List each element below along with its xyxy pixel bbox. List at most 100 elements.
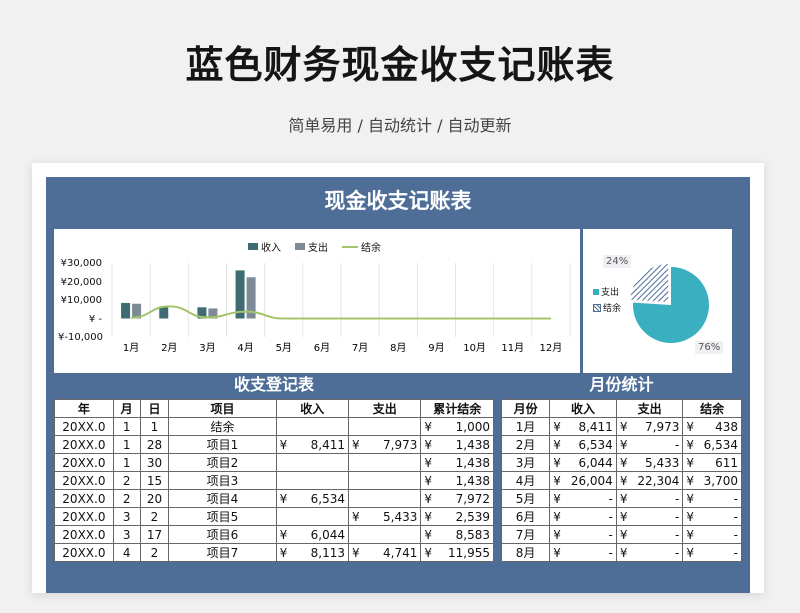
income-cell-value: 8,113 <box>310 545 345 560</box>
balance-cell-value: 2,539 <box>455 509 490 524</box>
ledger-header: 收支登记表 <box>233 375 314 394</box>
expense-cell-value: 4,741 <box>383 545 418 560</box>
year-cell: 20XX.0 <box>54 453 114 472</box>
table-row: 4月 ¥26,004 ¥22,304 ¥3,700 <box>500 471 742 490</box>
currency-symbol: ¥ <box>553 509 561 524</box>
expense-cell: ¥ - <box>615 525 684 544</box>
pie-legend-expense-label: 支出 <box>601 288 620 298</box>
income-bar <box>121 302 131 319</box>
table-row: 2月 ¥6,534 ¥ - ¥6,534 <box>500 435 742 454</box>
currency-symbol: ¥ <box>686 437 695 452</box>
currency-symbol: ¥ <box>279 437 288 452</box>
month-cell: 3 <box>112 525 141 544</box>
income-bar <box>159 306 169 319</box>
income-cell-value: - <box>608 509 613 524</box>
table-row: 20XX.0 3 17 项目6 ¥6,044 ¥8,583 <box>54 525 494 544</box>
day-cell: 2 <box>139 543 170 562</box>
month-cell: 8月 <box>500 543 551 562</box>
month-cell: 6月 <box>500 507 551 526</box>
income-cell: ¥26,004 <box>549 471 617 490</box>
currency-symbol: ¥ <box>619 437 628 452</box>
currency-symbol: ¥ <box>619 419 628 434</box>
currency-symbol: ¥ <box>553 455 561 470</box>
income-cell: ¥6,044 <box>275 525 350 544</box>
balance-cell: ¥7,972 <box>420 489 494 508</box>
day-cell: 1 <box>139 417 170 436</box>
income-cell: ¥ - <box>549 543 617 562</box>
expense-cell: ¥22,304 <box>615 471 684 490</box>
col-income: 收入 <box>275 399 350 418</box>
table-row: 20XX.0 2 15 项目3 ¥1,438 <box>54 471 494 490</box>
table-row: 20XX.0 2 20 项目4 ¥6,534 ¥7,972 <box>54 489 494 508</box>
monthly-header: 月份统计 <box>589 375 654 394</box>
expense-bar <box>132 303 142 319</box>
col-expense: 支出 <box>615 399 684 418</box>
income-cell-value: 26,004 <box>570 473 613 488</box>
balance-cell: ¥ - <box>682 507 742 526</box>
currency-symbol: ¥ <box>424 419 433 434</box>
expense-balance-pie: 24% 76% 支出 结余 <box>583 229 732 373</box>
income-cell: ¥8,411 <box>549 417 617 436</box>
x-tick-label: 4月 <box>237 342 253 354</box>
legend-balance-label: 结余 <box>361 243 381 254</box>
item-cell: 项目3 <box>168 471 277 490</box>
income-cell: ¥ - <box>549 489 617 508</box>
col-day: 日 <box>139 399 170 418</box>
year-cell: 20XX.0 <box>54 525 114 544</box>
currency-symbol: ¥ <box>424 545 433 560</box>
year-cell: 20XX.0 <box>54 417 114 436</box>
month-cell: 1月 <box>500 417 551 436</box>
income-cell <box>275 453 350 472</box>
item-cell: 项目4 <box>168 489 277 508</box>
expense-cell-value: - <box>675 491 680 506</box>
table-row: 20XX.0 1 30 项目2 ¥1,438 <box>54 453 494 472</box>
table-row: 20XX.0 4 2 项目7 ¥8,113 ¥4,741 ¥11,955 <box>54 543 494 562</box>
income-cell <box>275 471 350 490</box>
balance-cell: ¥1,438 <box>420 453 494 472</box>
year-cell: 20XX.0 <box>54 489 114 508</box>
expense-cell: ¥ - <box>615 543 684 562</box>
y-tick-label: ¥20,000 <box>60 277 102 288</box>
expense-cell: ¥ - <box>615 435 684 454</box>
balance-cell-value: - <box>733 509 738 524</box>
balance-cell-value: - <box>733 545 738 560</box>
pie-plot <box>630 264 709 343</box>
balance-cell: ¥1,438 <box>420 435 494 454</box>
currency-symbol: ¥ <box>424 473 433 488</box>
y-tick-label: ¥30,000 <box>60 258 102 269</box>
month-cell: 1 <box>112 435 141 454</box>
month-cell: 1 <box>112 417 141 436</box>
legend-expense-label: 支出 <box>308 243 328 254</box>
income-cell-value: 6,534 <box>310 491 345 506</box>
table-row: 1月 ¥8,411 ¥7,973 ¥438 <box>500 417 742 436</box>
income-cell: ¥ - <box>549 507 617 526</box>
balance-cell: ¥3,700 <box>682 471 742 490</box>
expense-cell-value: - <box>675 527 680 542</box>
income-bar <box>235 270 245 319</box>
col-year: 年 <box>54 399 114 418</box>
ledger-table: 年 月 日 项目 收入 支出 累计结余 20XX.0 1 1 结余 ¥1,000 20XX… <box>54 399 494 562</box>
year-cell: 20XX.0 <box>54 507 114 526</box>
year-cell: 20XX.0 <box>54 435 114 454</box>
chart-plot: 1月 2月 3月 4月 5月 6月 7月 8月 9月 10月 11月 12月 <box>111 263 571 354</box>
table-row: 7月 ¥ - ¥ - ¥ - <box>500 525 742 544</box>
balance-cell-value: 1,438 <box>455 455 490 470</box>
balance-cell-value: 1,438 <box>455 473 490 488</box>
col-balance: 累计结余 <box>420 399 494 418</box>
income-cell-value: - <box>608 491 613 506</box>
income-cell: ¥6,534 <box>549 435 617 454</box>
x-tick-label: 9月 <box>428 342 444 354</box>
x-tick-label: 5月 <box>276 342 292 354</box>
x-tick-label: 3月 <box>199 342 215 354</box>
item-cell: 项目2 <box>168 453 277 472</box>
y-tick-label: ¥10,000 <box>60 295 102 306</box>
balance-cell: ¥1,000 <box>420 417 494 436</box>
income-cell: ¥6,044 <box>549 453 617 472</box>
currency-symbol: ¥ <box>686 527 695 542</box>
balance-cell: ¥ - <box>682 525 742 544</box>
x-tick-label: 8月 <box>390 342 406 354</box>
expense-bar <box>246 277 256 319</box>
sheet-frame: 现金收支记账表 收入 支出 结余 ¥30,000 ¥20,000 ¥10,000… <box>46 177 750 593</box>
month-cell: 5月 <box>500 489 551 508</box>
month-cell: 4月 <box>500 471 551 490</box>
